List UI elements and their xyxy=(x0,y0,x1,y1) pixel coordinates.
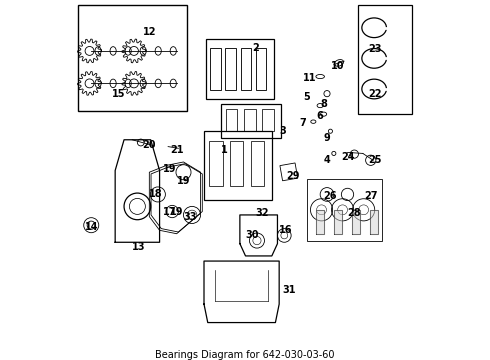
Text: 22: 22 xyxy=(368,89,382,99)
Text: 12: 12 xyxy=(143,27,156,37)
Bar xyxy=(241,48,251,90)
Polygon shape xyxy=(352,210,360,234)
Bar xyxy=(221,104,281,138)
Text: 17: 17 xyxy=(163,207,176,216)
Text: 23: 23 xyxy=(368,44,382,54)
Text: 31: 31 xyxy=(283,285,296,295)
Text: 21: 21 xyxy=(170,145,183,155)
Bar xyxy=(262,109,273,131)
Text: 19: 19 xyxy=(177,176,190,186)
Text: 10: 10 xyxy=(330,61,344,71)
Text: 19: 19 xyxy=(170,207,183,216)
Bar xyxy=(280,163,298,181)
Bar xyxy=(230,141,244,186)
Text: 33: 33 xyxy=(184,212,197,222)
Text: 24: 24 xyxy=(341,152,354,162)
Text: 7: 7 xyxy=(300,118,306,128)
Bar xyxy=(210,48,221,90)
Bar xyxy=(204,131,272,199)
Text: 13: 13 xyxy=(132,242,146,252)
Text: 30: 30 xyxy=(245,230,259,240)
Text: 11: 11 xyxy=(303,73,317,83)
Text: 2: 2 xyxy=(252,42,259,53)
Bar xyxy=(250,141,264,186)
Bar xyxy=(209,141,222,186)
Text: 20: 20 xyxy=(143,140,156,150)
Text: 19: 19 xyxy=(163,164,176,174)
Bar xyxy=(206,39,274,99)
Text: 26: 26 xyxy=(324,191,337,201)
Bar xyxy=(307,179,382,240)
Bar xyxy=(225,48,236,90)
Text: 9: 9 xyxy=(323,133,330,143)
Text: 5: 5 xyxy=(303,92,310,102)
Text: 25: 25 xyxy=(368,155,382,165)
Text: 1: 1 xyxy=(221,145,228,155)
Bar xyxy=(244,109,255,131)
Text: 28: 28 xyxy=(347,208,361,218)
Text: 16: 16 xyxy=(279,225,293,235)
Text: Bearings Diagram for 642-030-03-60: Bearings Diagram for 642-030-03-60 xyxy=(155,350,335,360)
Polygon shape xyxy=(369,210,378,234)
Text: 8: 8 xyxy=(320,99,327,109)
Bar xyxy=(77,5,187,111)
Bar xyxy=(256,48,267,90)
Text: 32: 32 xyxy=(255,208,269,218)
Polygon shape xyxy=(334,210,342,234)
Text: 3: 3 xyxy=(279,126,286,136)
Text: 4: 4 xyxy=(323,155,330,165)
Bar xyxy=(225,109,237,131)
Text: 27: 27 xyxy=(365,191,378,201)
Bar xyxy=(358,5,413,114)
Text: 15: 15 xyxy=(112,89,125,99)
Polygon shape xyxy=(316,210,324,234)
Text: 29: 29 xyxy=(286,171,299,181)
Text: 18: 18 xyxy=(149,189,163,199)
Text: 14: 14 xyxy=(84,222,98,232)
Text: 6: 6 xyxy=(317,111,323,121)
